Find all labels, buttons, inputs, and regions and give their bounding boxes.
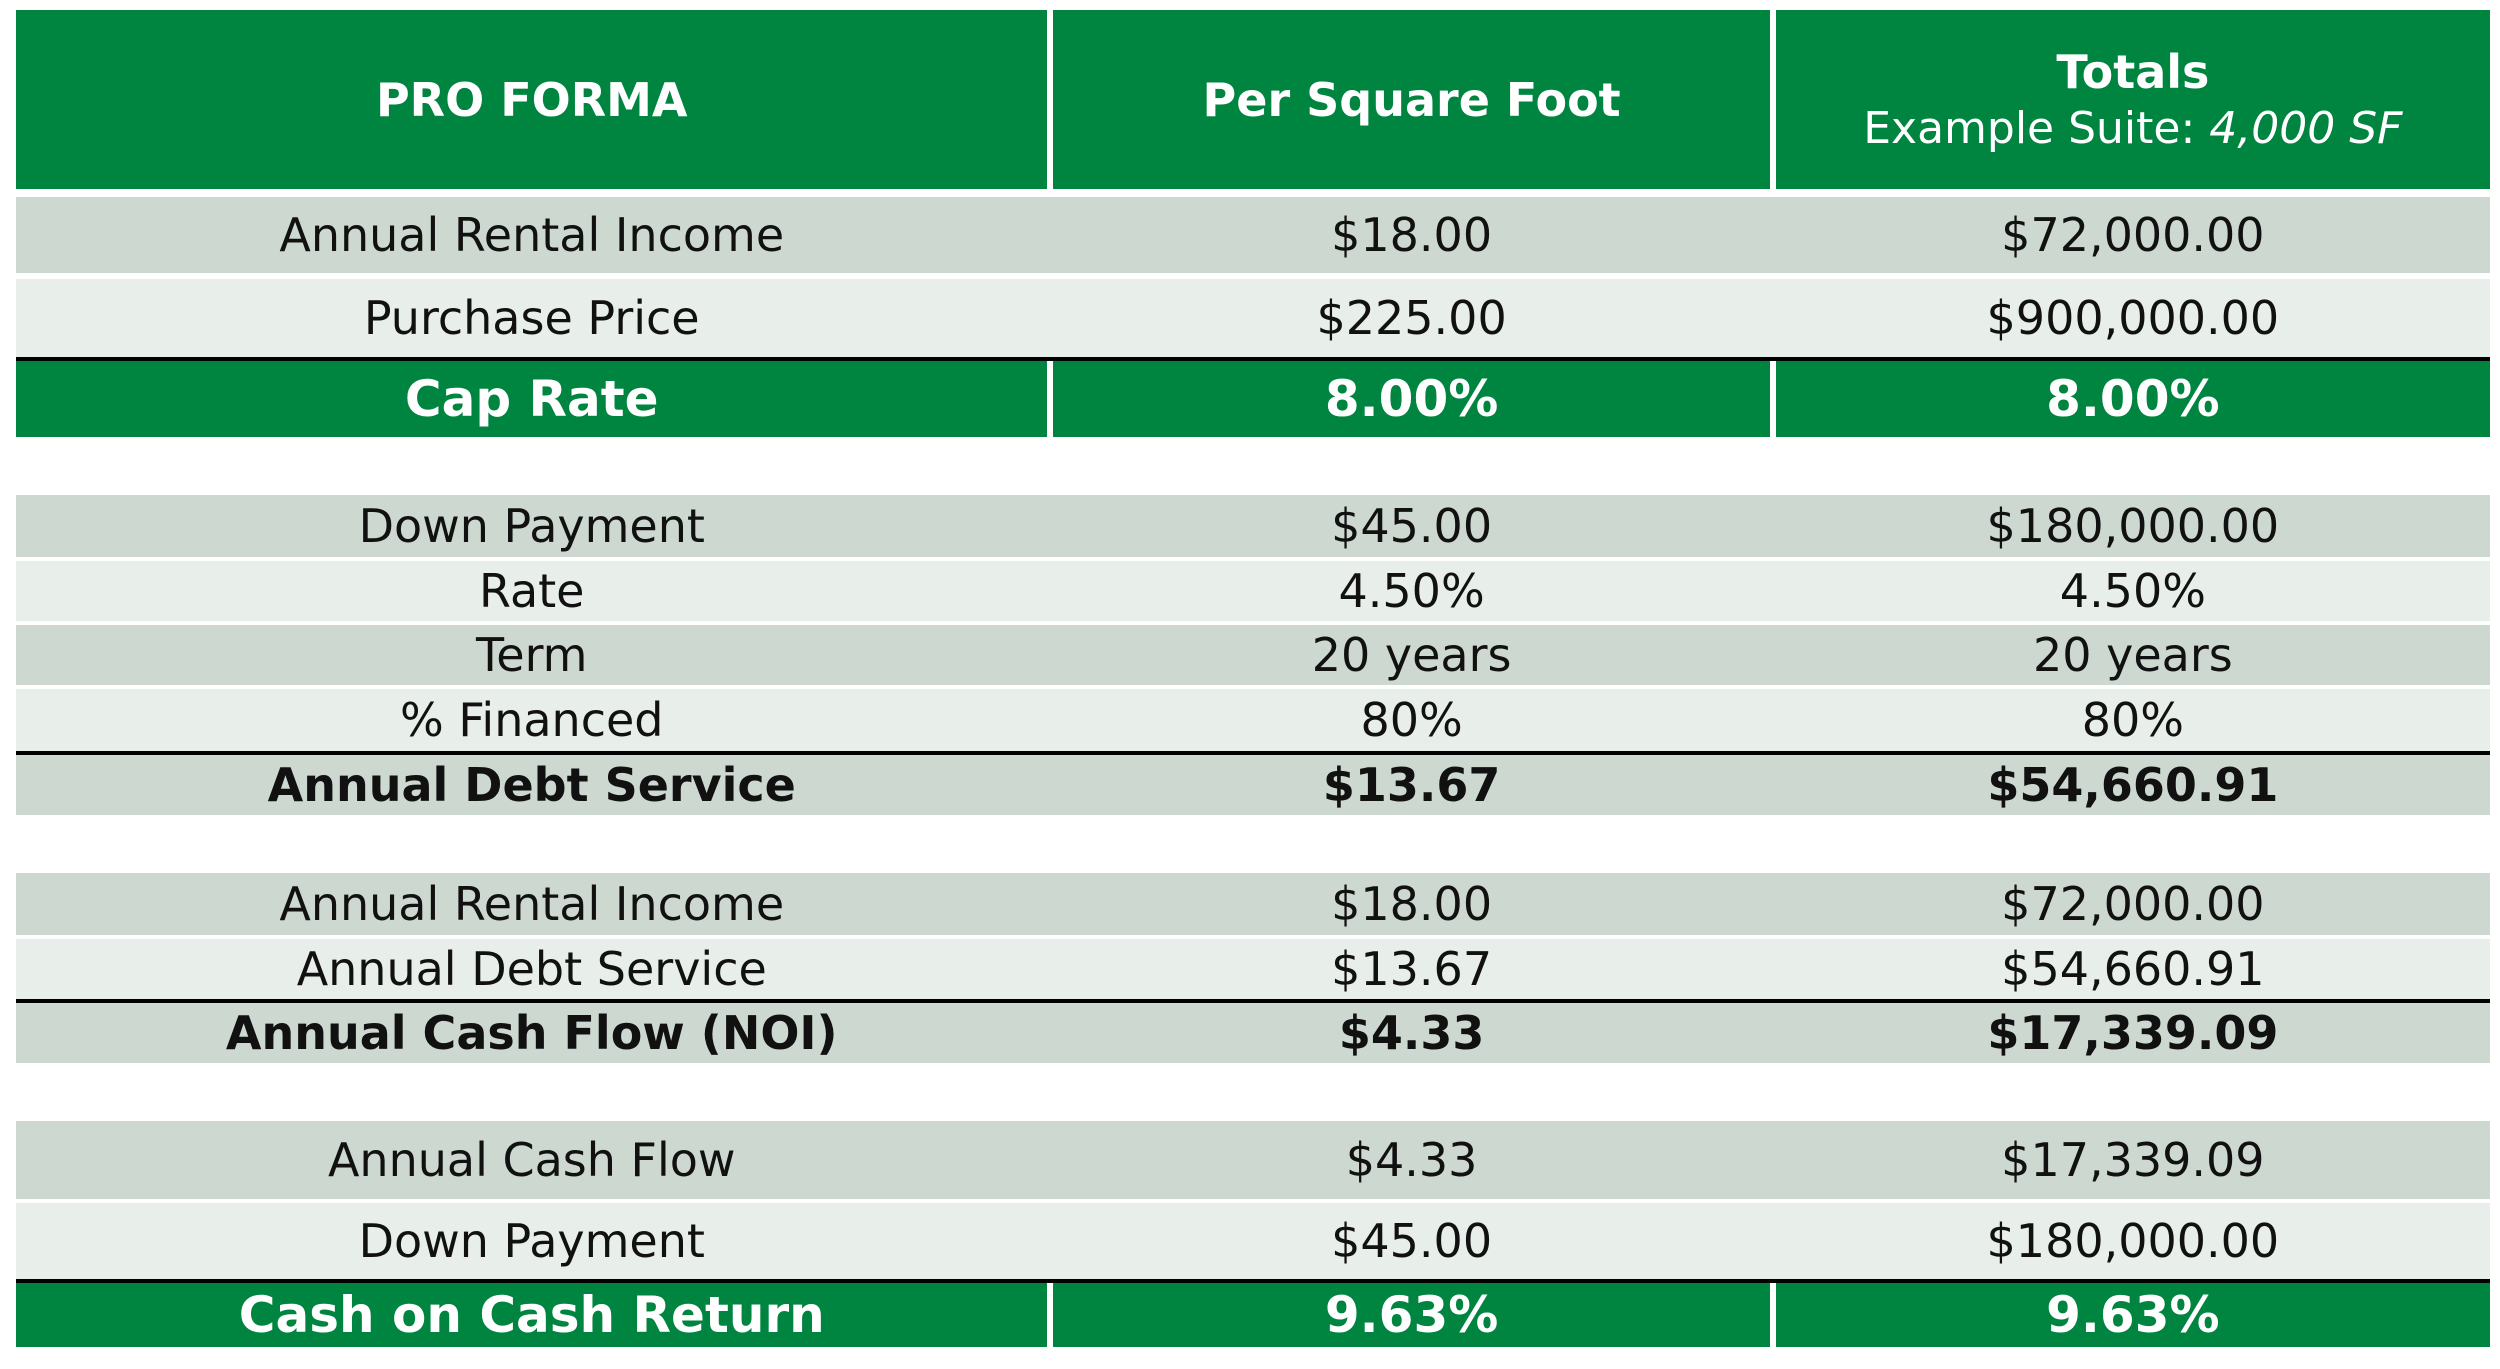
row-total: $180,000.00 [1775,1203,2490,1279]
row-label: % Financed [16,689,1048,751]
summary-total: 9.63% [1775,1283,2490,1347]
row-psf: 20 years [1053,625,1770,685]
pro-forma-table: PRO FORMA Per Square Foot Totals Example… [16,10,2490,1347]
row-label: Term [16,625,1048,685]
row-total: 4.50% [1775,561,2490,621]
summary-psf: $4.33 [1053,1003,1770,1063]
header-per-square-foot: Per Square Foot [1053,10,1770,189]
header-pro-forma: PRO FORMA [16,10,1048,189]
row-psf: $225.00 [1053,279,1770,357]
summary-total: $17,339.09 [1775,1003,2490,1063]
summary-psf: 9.63% [1053,1283,1770,1347]
row-label: Rate [16,561,1048,621]
table-row: % Financed 80% 80% [16,689,2490,751]
row-psf: $4.33 [1053,1121,1770,1199]
table-row: Annual Rental Income $18.00 $72,000.00 [16,197,2490,273]
row-total: $900,000.00 [1775,279,2490,357]
row-psf: $45.00 [1053,495,1770,557]
row-psf: $13.67 [1053,939,1770,999]
summary-label: Cash on Cash Return [16,1283,1048,1347]
row-psf: 80% [1053,689,1770,751]
summary-row-annual-debt-service: Annual Debt Service $13.67 $54,660.91 [16,751,2490,815]
table-row: Rate 4.50% 4.50% [16,561,2490,621]
row-psf: 4.50% [1053,561,1770,621]
header-example-suite: Example Suite: 4,000 SF [1863,103,2403,154]
row-psf: $45.00 [1053,1203,1770,1279]
row-label: Annual Cash Flow [16,1121,1048,1199]
summary-row-cash-on-cash-return: Cash on Cash Return 9.63% 9.63% [16,1279,2490,1347]
table-row: Term 20 years 20 years [16,625,2490,685]
table-row: Purchase Price $225.00 $900,000.00 [16,279,2490,357]
row-label: Down Payment [16,1203,1048,1279]
row-total: $17,339.09 [1775,1121,2490,1199]
row-label: Purchase Price [16,279,1048,357]
row-psf: $18.00 [1053,873,1770,935]
summary-label: Cap Rate [16,361,1048,437]
row-label: Annual Rental Income [16,197,1048,273]
summary-psf: $13.67 [1053,755,1770,815]
row-total: $72,000.00 [1775,873,2490,935]
summary-total: 8.00% [1775,361,2490,437]
summary-psf: 8.00% [1053,361,1770,437]
row-total: 80% [1775,689,2490,751]
header-totals: Totals Example Suite: 4,000 SF [1775,10,2490,189]
row-psf: $18.00 [1053,197,1770,273]
summary-row-cap-rate: Cap Rate 8.00% 8.00% [16,357,2490,437]
summary-label: Annual Debt Service [16,755,1048,815]
row-total: $54,660.91 [1775,939,2490,999]
row-label: Annual Rental Income [16,873,1048,935]
table-row: Annual Cash Flow $4.33 $17,339.09 [16,1121,2490,1199]
row-total: $72,000.00 [1775,197,2490,273]
row-label: Down Payment [16,495,1048,557]
table-row: Down Payment $45.00 $180,000.00 [16,495,2490,557]
table-row: Annual Rental Income $18.00 $72,000.00 [16,873,2490,935]
summary-total: $54,660.91 [1775,755,2490,815]
table-row: Annual Debt Service $13.67 $54,660.91 [16,939,2490,999]
row-label: Annual Debt Service [16,939,1048,999]
table-header: PRO FORMA Per Square Foot Totals Example… [16,10,2490,189]
summary-label: Annual Cash Flow (NOI) [16,1003,1048,1063]
table-row: Down Payment $45.00 $180,000.00 [16,1203,2490,1279]
row-total: 20 years [1775,625,2490,685]
summary-row-annual-cash-flow: Annual Cash Flow (NOI) $4.33 $17,339.09 [16,999,2490,1063]
row-total: $180,000.00 [1775,495,2490,557]
